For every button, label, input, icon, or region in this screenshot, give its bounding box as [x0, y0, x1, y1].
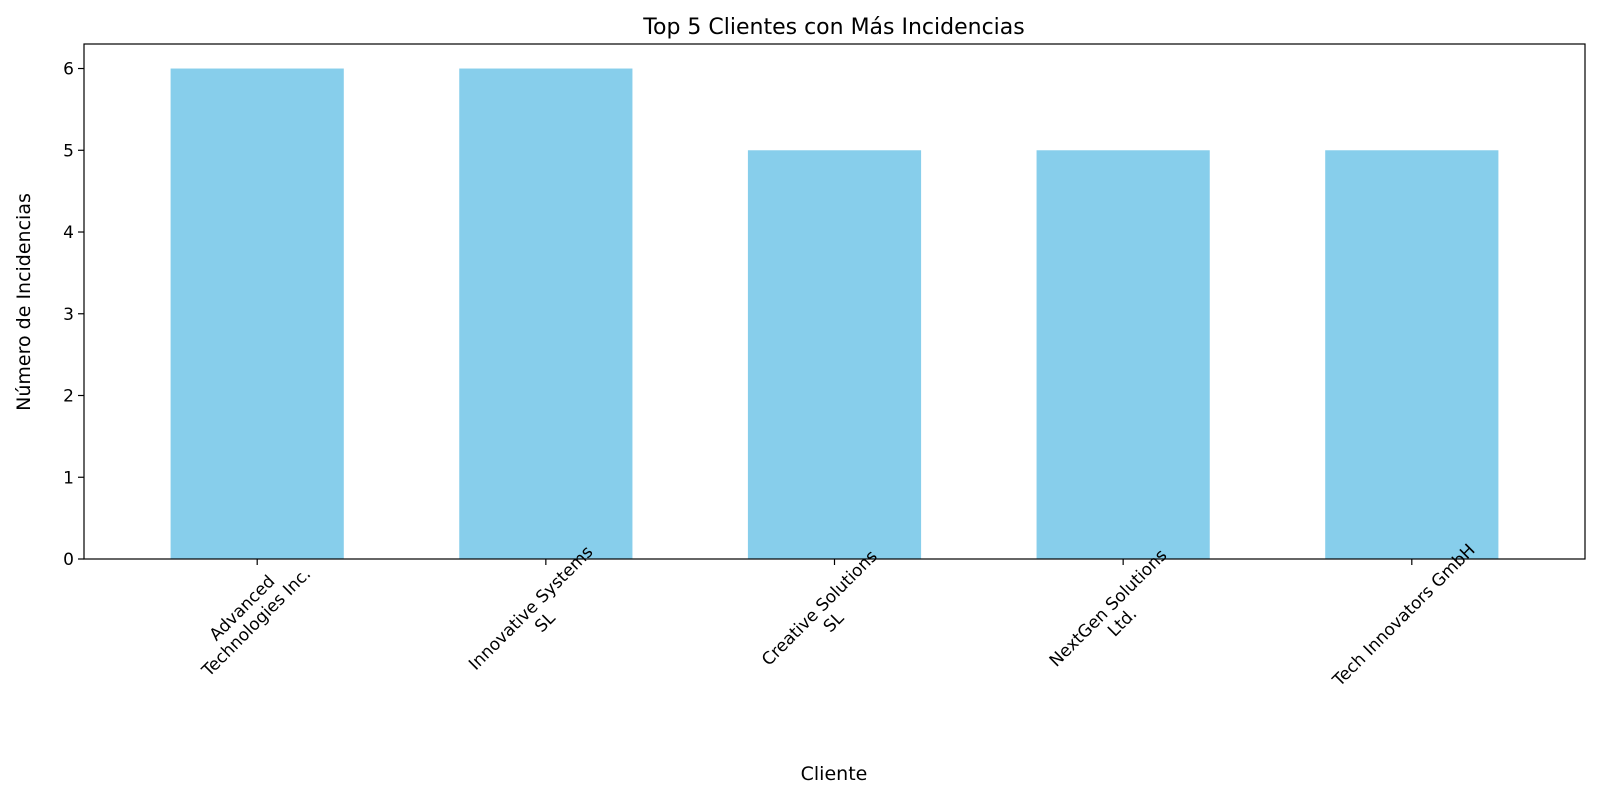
x-axis-label: Cliente: [801, 763, 868, 785]
x-tick-label: Innovative SystemsSL: [465, 542, 611, 688]
bar: [747, 150, 922, 559]
chart-title: Top 5 Clientes con Más Incidencias: [642, 15, 1024, 40]
x-tick-label: AdvancedTechnologies Inc.: [183, 550, 315, 682]
y-tick-label: 6: [63, 60, 74, 80]
bars-group: [170, 68, 1499, 560]
y-tick-label: 2: [63, 387, 74, 407]
y-axis: 0 1 2 3 4 5 6: [63, 60, 84, 570]
x-tick-label: Tech Innovators GmbH: [1328, 540, 1479, 691]
bar: [1325, 150, 1499, 559]
y-tick-label: 1: [63, 468, 74, 488]
y-tick-label: 3: [63, 305, 74, 325]
y-axis-label: Número de Incidencias: [13, 193, 35, 411]
y-tick-label: 0: [63, 550, 74, 570]
x-tick-label: Creative SolutionsSL: [758, 547, 896, 685]
y-tick-label: 4: [63, 223, 74, 243]
bar: [1036, 150, 1210, 559]
y-tick-label: 5: [63, 141, 74, 161]
x-axis: AdvancedTechnologies Inc. Innovative Syst…: [183, 540, 1480, 691]
bar: [170, 68, 344, 560]
x-tick-label: NextGen SolutionsLtd.: [1046, 546, 1186, 686]
bar: [459, 68, 633, 560]
